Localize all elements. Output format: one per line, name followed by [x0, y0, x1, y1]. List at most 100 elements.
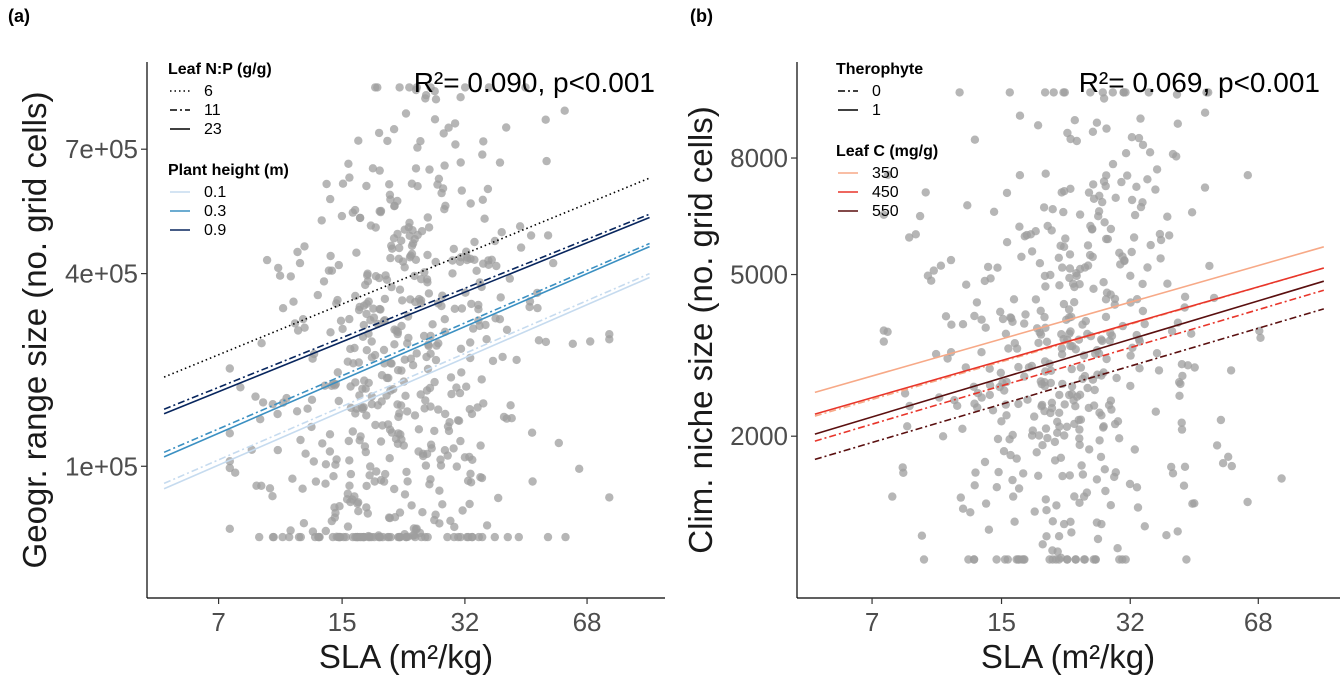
data-point [1053, 417, 1062, 426]
data-point [488, 356, 498, 366]
data-point [414, 294, 424, 304]
data-point [977, 315, 986, 324]
data-point [1132, 483, 1142, 492]
legend-title: Leaf C (mg/g) [836, 143, 938, 160]
data-point [434, 174, 444, 183]
data-point [440, 315, 449, 324]
data-point [298, 315, 308, 324]
data-point [408, 361, 418, 370]
data-point [1095, 408, 1104, 417]
data-point [466, 469, 475, 478]
data-point [386, 532, 395, 542]
data-point [423, 213, 432, 222]
data-point [421, 396, 430, 405]
data-point [395, 409, 404, 418]
data-point [575, 464, 584, 473]
data-point [1089, 180, 1098, 189]
data-point [1005, 88, 1014, 97]
data-point [225, 524, 234, 533]
data-point [431, 355, 441, 365]
data-point [1060, 431, 1069, 440]
data-point [326, 328, 335, 337]
data-point [345, 314, 354, 324]
data-point [516, 243, 526, 252]
data-point [998, 314, 1008, 324]
data-point [1008, 317, 1017, 326]
data-point [289, 297, 298, 306]
data-point [394, 254, 403, 263]
data-point [457, 368, 466, 377]
data-point [435, 486, 444, 495]
data-point [354, 507, 363, 516]
data-point [437, 301, 446, 311]
data-point [1108, 88, 1118, 97]
data-point [1065, 471, 1075, 480]
panel-b-y-axis-title: Clim. niche size (no. grid cells) [682, 106, 719, 553]
data-point [420, 268, 429, 277]
data-point [1178, 371, 1187, 381]
data-point [1144, 88, 1154, 97]
data-point [903, 422, 912, 431]
data-point [225, 364, 234, 373]
data-point [481, 320, 490, 330]
data-point [298, 484, 307, 493]
data-point [1072, 269, 1081, 278]
data-point [385, 190, 395, 199]
data-point [470, 255, 479, 264]
data-point [1008, 430, 1017, 440]
data-point [506, 401, 515, 410]
data-point [252, 481, 261, 490]
data-point [1014, 484, 1024, 493]
data-point [958, 424, 967, 433]
data-point [326, 251, 335, 261]
data-point [1034, 471, 1043, 480]
data-point [1015, 222, 1024, 231]
data-point [371, 420, 380, 430]
data-point [996, 307, 1005, 316]
data-point [472, 266, 481, 275]
data-point [505, 274, 514, 283]
y-tick-label: 5000 [730, 260, 788, 290]
data-point [495, 158, 505, 167]
panel-a-legend: Leaf N:P (g/g) 6 11 23 Plant height (m) 0.1 0.… [168, 61, 289, 239]
data-point [1074, 415, 1084, 425]
data-point [1035, 259, 1045, 268]
data-point [390, 340, 399, 349]
data-point [1205, 261, 1214, 271]
data-point [329, 472, 338, 481]
data-point [345, 456, 354, 465]
data-point [1175, 391, 1184, 400]
data-point [963, 201, 972, 210]
data-point [416, 390, 425, 399]
data-point [370, 350, 380, 360]
data-point [449, 244, 458, 254]
data-point [1059, 242, 1069, 251]
data-point [395, 243, 404, 253]
data-point [351, 291, 360, 301]
regression-line [814, 280, 1325, 435]
data-point [405, 83, 414, 92]
data-point [441, 409, 450, 419]
data-point [985, 364, 994, 373]
legend-label: 0.9 [204, 222, 226, 239]
data-point [431, 257, 440, 267]
data-point [997, 417, 1006, 426]
data-point [446, 373, 456, 382]
data-point [428, 320, 437, 329]
y-tick-label: 1e+05 [65, 451, 138, 481]
data-point [1172, 152, 1181, 161]
data-point [1041, 424, 1051, 433]
data-point [382, 275, 392, 284]
data-point [377, 397, 386, 406]
data-point [431, 95, 441, 104]
data-point [1133, 503, 1143, 512]
data-point [1173, 527, 1182, 536]
panel-a-points [225, 83, 614, 542]
data-point [444, 123, 453, 132]
data-point [879, 210, 888, 219]
data-point [915, 211, 925, 221]
data-point [496, 293, 505, 302]
data-point [274, 263, 283, 273]
data-point [1140, 522, 1150, 531]
data-point [398, 296, 407, 305]
